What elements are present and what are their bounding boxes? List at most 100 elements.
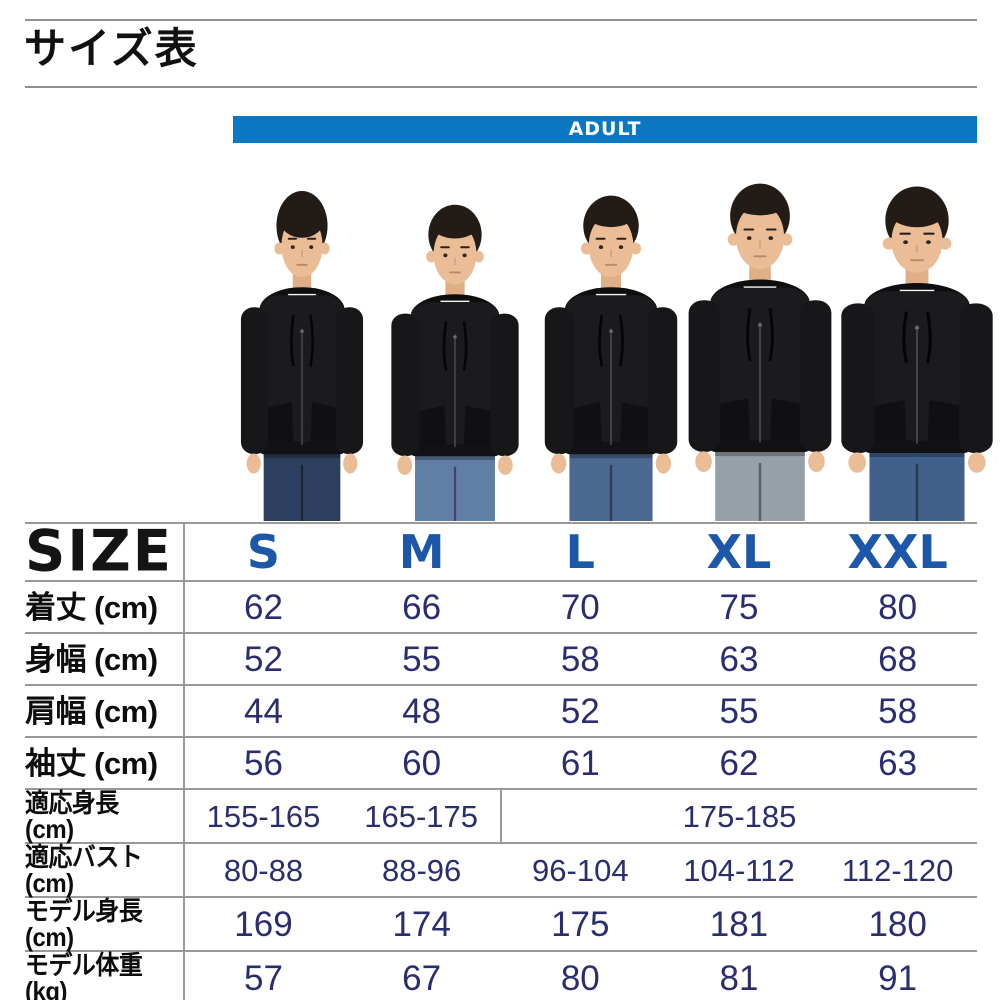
row-label: 身幅 (cm): [25, 633, 185, 686]
size-value-cell: 66: [342, 581, 501, 634]
size-value-cell: 70: [500, 581, 660, 634]
model-hands: [848, 452, 986, 473]
size-value-cell: 80-88: [183, 843, 343, 898]
adult-banner: ADULT: [233, 116, 977, 143]
column-header-L: L: [500, 523, 660, 582]
adult-banner-label: ADULT: [568, 118, 642, 140]
size-table-header: SIZE S M L XL XXL: [25, 523, 977, 582]
row-label: 着丈 (cm): [25, 581, 185, 634]
model-jeans: [569, 451, 653, 521]
model-sleeves: [240, 307, 364, 455]
table-row: モデル身長 (cm) 169 174 175 181 180: [25, 897, 977, 952]
table-row: 袖丈 (cm) 56 60 61 62 63: [25, 737, 977, 790]
model-hoodie-body: [259, 295, 345, 455]
size-value-cell: 62: [659, 737, 819, 790]
size-value-cell: 175-185: [499, 789, 977, 844]
size-value-cell: 169: [183, 897, 343, 952]
size-value-cell: 175: [500, 897, 660, 952]
model-sleeves: [544, 307, 678, 455]
size-value-cell: 75: [659, 581, 819, 634]
model-jeans: [415, 453, 495, 521]
table-row: 着丈 (cm) 62 66 70 75 80: [25, 581, 977, 634]
size-value-cell: 63: [659, 633, 819, 686]
model-hoodie-body: [410, 301, 500, 457]
model-sleeves: [688, 300, 832, 452]
table-row: 身幅 (cm) 52 55 58 63 68: [25, 633, 977, 686]
model-jeans: [869, 450, 965, 521]
model-sleeves: [391, 313, 519, 457]
model-head: [426, 204, 484, 285]
row-label: モデル体重 (kg): [25, 951, 185, 1000]
table-row: 適応身長 (cm) 155-165 165-175 175-185: [25, 789, 977, 844]
size-value-cell: 55: [342, 633, 501, 686]
size-value-cell: 88-96: [342, 843, 501, 898]
table-row: 適応バスト (cm) 80-88 88-96 96-104 104-112 112-120: [25, 843, 977, 898]
model-figure-S: [240, 191, 364, 521]
column-header-S: S: [183, 523, 343, 582]
model-figure-L: [544, 195, 678, 521]
column-header-XL: XL: [659, 523, 819, 582]
size-value-cell: 44: [183, 685, 343, 738]
size-value-cell: 155-165: [183, 789, 343, 844]
models-photo: [0, 143, 1000, 521]
size-table-body: 着丈 (cm) 62 66 70 75 80 身幅 (cm) 52 55 58 63 68 肩幅 (cm…: [25, 581, 977, 1000]
size-value-cell: 48: [342, 685, 501, 738]
model-hoodie-body: [564, 295, 658, 455]
size-corner-header: SIZE: [25, 523, 185, 582]
size-value-cell: 56: [183, 737, 343, 790]
size-value-cell: 80: [500, 951, 660, 1000]
size-table: SIZE S M L XL XXL 着丈 (cm) 62 66 70 75 80 身幅 (cm) 52 5…: [25, 522, 977, 1000]
size-value-cell: 104-112: [659, 843, 819, 898]
model-hands: [550, 453, 672, 474]
model-hoodie-body: [710, 287, 810, 452]
table-row: 肩幅 (cm) 44 48 52 55 58: [25, 685, 977, 738]
size-table-header-row: SIZE S M L XL XXL: [25, 523, 977, 582]
model-hands: [397, 455, 513, 475]
size-value-cell: 81: [659, 951, 819, 1000]
size-value-cell: 181: [659, 897, 819, 952]
size-value-cell: 62: [183, 581, 343, 634]
column-header-M: M: [342, 523, 501, 582]
row-label: 袖丈 (cm): [25, 737, 185, 790]
size-value-cell: 165-175: [342, 789, 501, 844]
divider-top: [25, 19, 977, 21]
model-hands: [695, 451, 825, 473]
size-value-cell: 80: [818, 581, 977, 634]
model-head: [580, 195, 642, 278]
row-label: 肩幅 (cm): [25, 685, 185, 738]
size-value-cell: 52: [183, 633, 343, 686]
row-label: 適応バスト (cm): [25, 843, 185, 898]
column-header-XXL: XXL: [818, 523, 977, 582]
size-value-cell: 112-120: [818, 843, 977, 898]
size-value-cell: 55: [659, 685, 819, 738]
model-hands: [246, 453, 358, 474]
page-title: サイズ表: [24, 24, 199, 73]
size-value-cell: 58: [818, 685, 977, 738]
model-head: [882, 186, 952, 273]
size-value-cell: 52: [500, 685, 660, 738]
model-head: [274, 191, 330, 278]
model-figure-M: [391, 204, 519, 521]
model-figure-XL: [688, 183, 832, 521]
size-value-cell: 96-104: [500, 843, 660, 898]
size-value-cell: 180: [818, 897, 977, 952]
size-value-cell: 57: [183, 951, 343, 1000]
model-jeans: [715, 449, 805, 521]
model-sleeves: [841, 303, 993, 453]
divider-under-title: [25, 86, 977, 88]
size-value-cell: 63: [818, 737, 977, 790]
size-value-cell: 61: [500, 737, 660, 790]
model-figure-XXL: [841, 186, 993, 521]
size-value-cell: 174: [342, 897, 501, 952]
size-value-cell: 68: [818, 633, 977, 686]
size-value-cell: 67: [342, 951, 501, 1000]
model-jeans: [263, 451, 341, 521]
size-value-cell: 58: [500, 633, 660, 686]
size-value-cell: 91: [818, 951, 977, 1000]
model-head: [727, 183, 793, 270]
row-label: 適応身長 (cm): [25, 789, 185, 844]
row-label: モデル身長 (cm): [25, 897, 185, 952]
table-row: モデル体重 (kg) 57 67 80 81 91: [25, 951, 977, 1000]
model-hoodie-body: [864, 291, 970, 453]
